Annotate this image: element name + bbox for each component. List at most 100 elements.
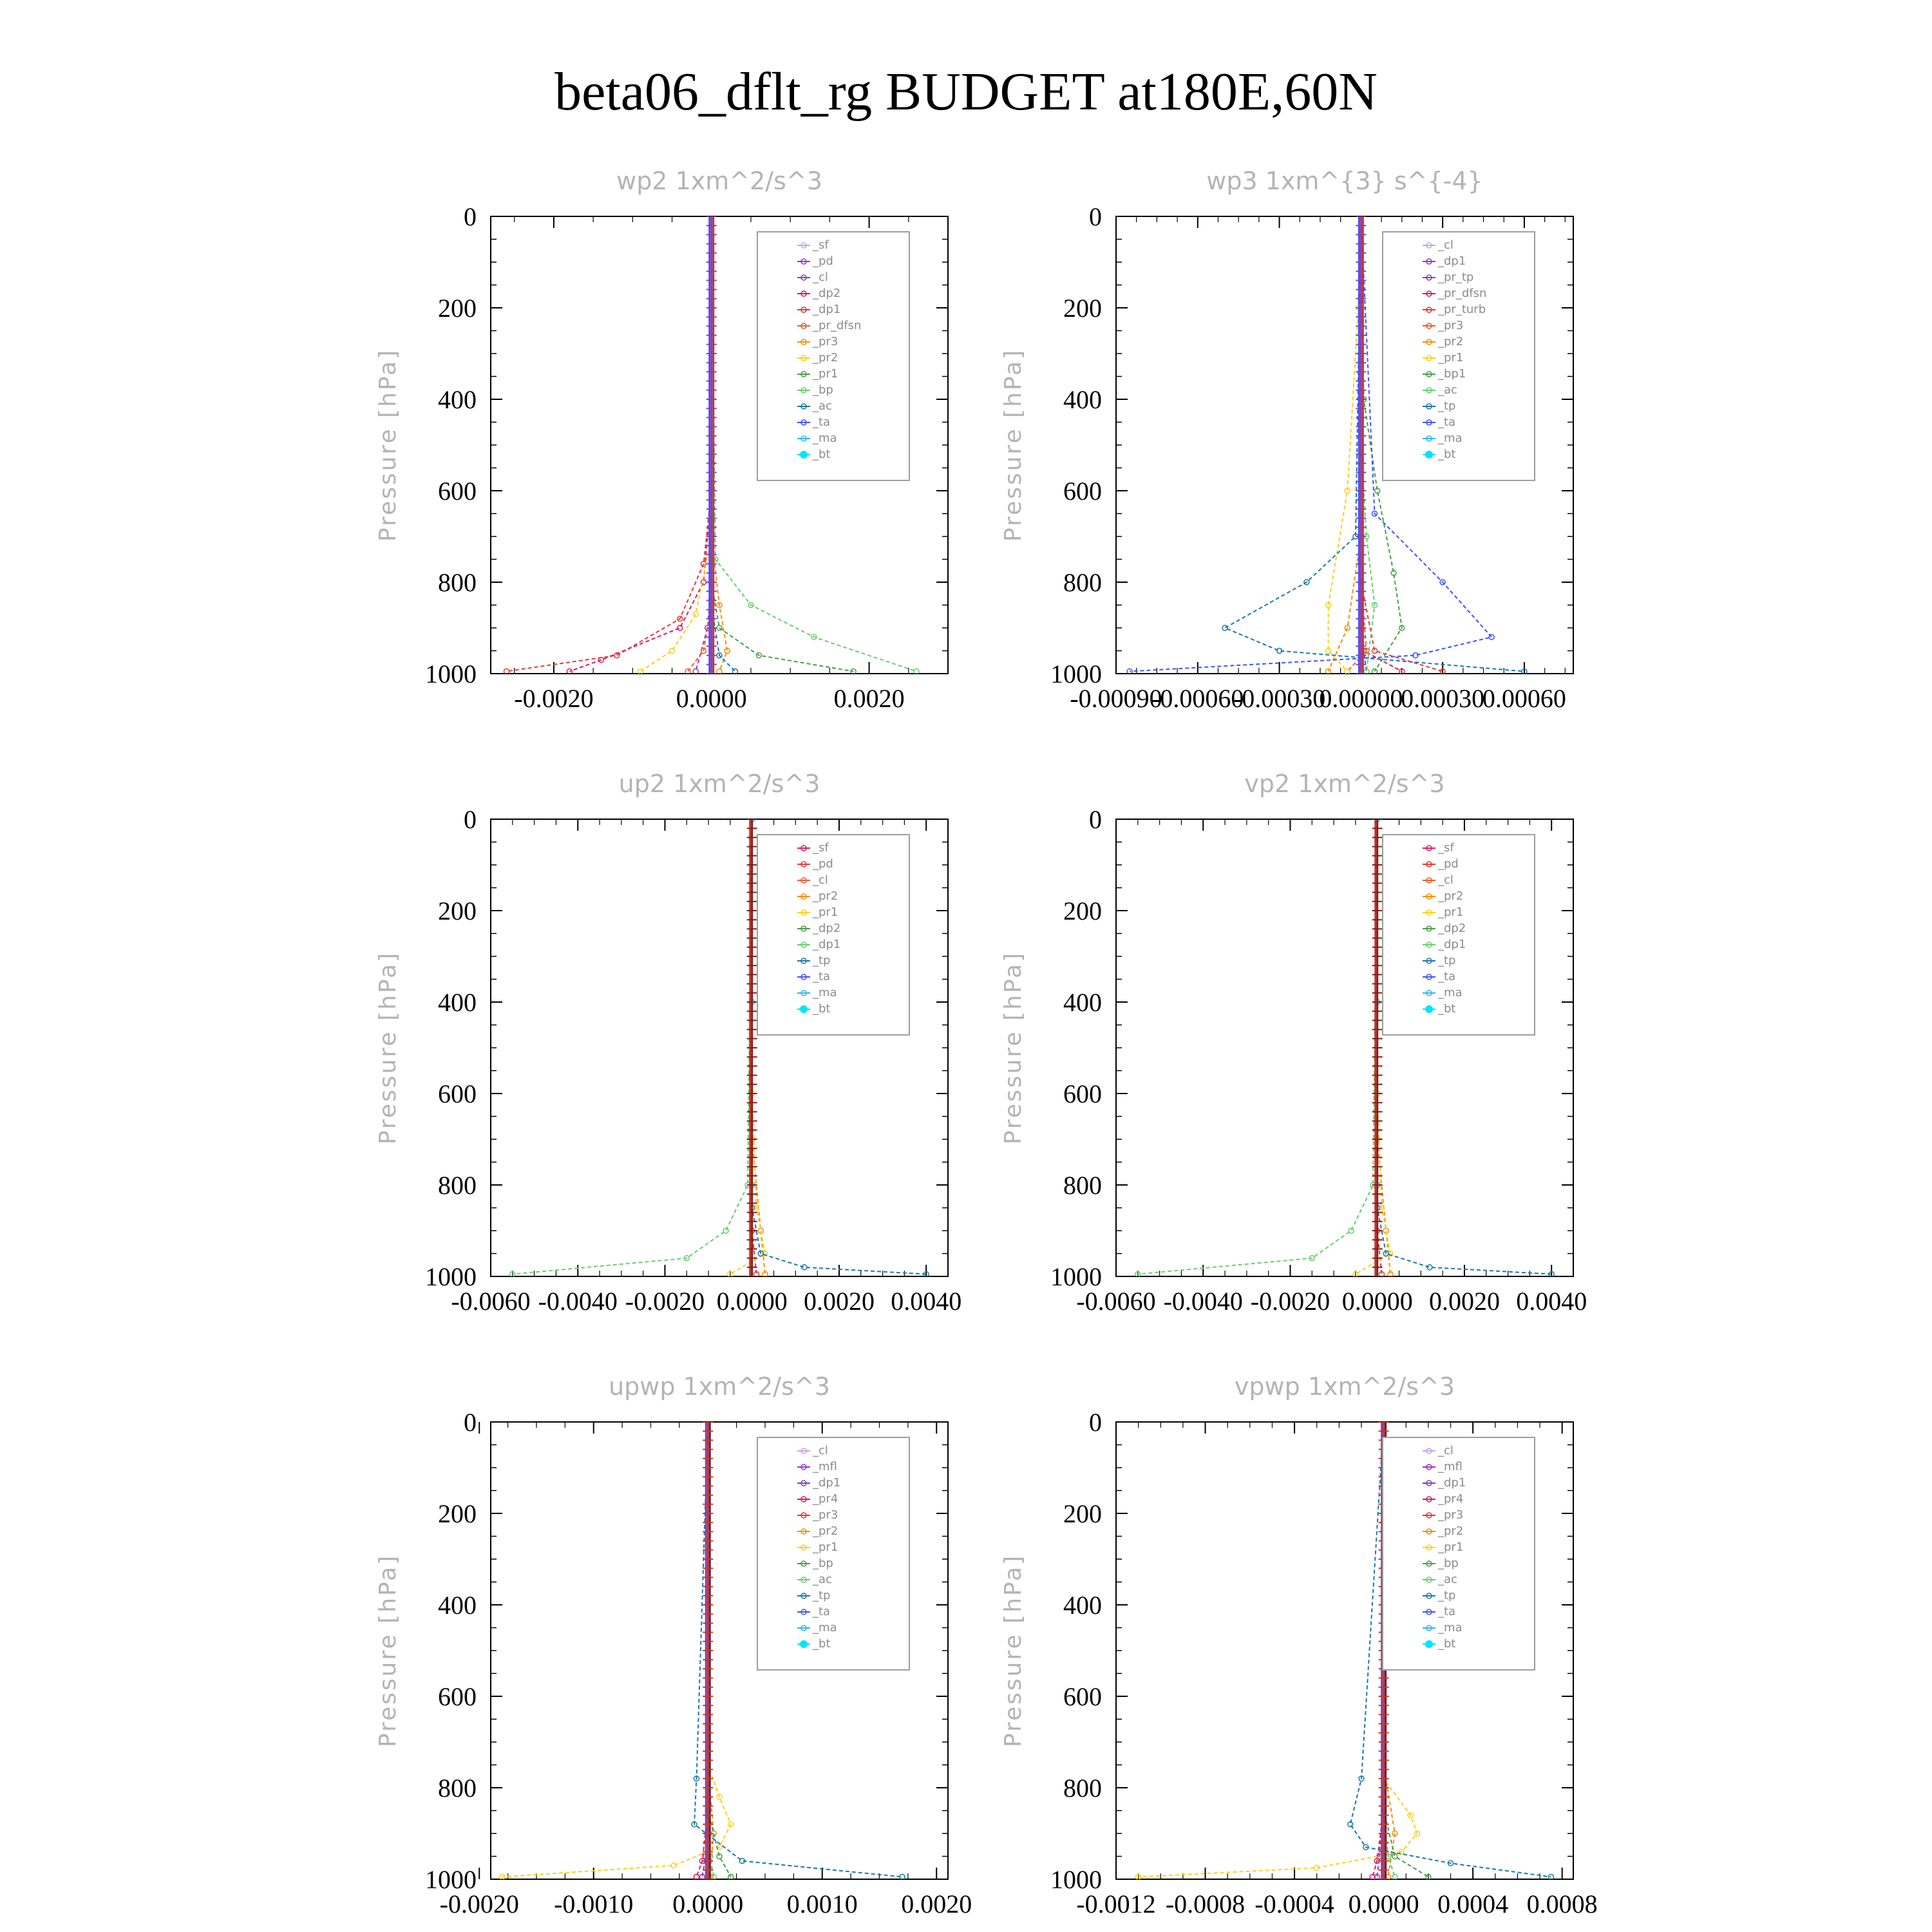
legend-marker [1426,877,1432,884]
series-point [693,1873,700,1879]
x-tick-label: 0.00060 [1482,684,1566,713]
legend-marker [800,845,807,851]
series-point [670,1862,677,1869]
y-axis-label: Pressure [hPa] [375,1554,401,1747]
series-point [716,668,723,674]
series-point [724,647,730,654]
legend-entry-pr1: _pr1 [1437,1540,1463,1554]
legend-marker [800,958,807,964]
y-axis-label: Pressure [hPa] [375,348,401,542]
x-tick-label: 0.0010 [787,1889,858,1918]
x-tick-label: -0.0020 [1251,1287,1330,1316]
series-point [1369,1873,1376,1879]
series-point [668,647,676,654]
series-point [700,647,707,654]
legend-marker [1426,1560,1432,1567]
legend-entry-bp1: _bp1 [1437,367,1466,381]
panel-2: wp3 1xm^{3} s^{-4} Pressure [hPa] 0 200 400 6… [1000,167,1574,713]
series-point [1325,647,1332,654]
series-point [728,1821,734,1828]
legend-marker [1426,958,1432,964]
y-axis-label: Pressure [hPa] [1000,1554,1027,1747]
legend-marker [1426,307,1432,313]
x-tick-label: -0.0040 [1164,1287,1243,1316]
series-point [1392,1830,1398,1837]
y-tick-label: 0 [464,202,477,231]
legend-marker [800,1005,808,1013]
series-point [716,625,723,631]
series-point [727,1271,734,1276]
series-point [1414,1830,1421,1837]
legend-entry-cl: _cl [1437,238,1454,252]
legend-marker [1426,371,1432,377]
y-tick-label: 400 [438,988,477,1017]
series-point [1425,1873,1432,1879]
legend-entry-pd: _pd [1437,857,1459,871]
legend-marker [800,451,808,459]
series-point [1309,1255,1316,1262]
series-point [700,579,707,585]
legend-marker [800,925,807,932]
legend-entry-ta: _ta [812,1605,830,1618]
legend-entry-pr4: _pr4 [1437,1492,1463,1506]
x-tick-label: 0.00030 [1401,684,1484,713]
series-point [1313,1864,1320,1871]
legend-marker [1426,1464,1432,1470]
series-line-dp2 [569,216,712,672]
series-group [1135,819,1555,1276]
series-point [1352,1271,1359,1276]
series-point [1347,1821,1354,1828]
y-tick-label: 1000 [1050,659,1102,688]
panel-4: vp2 1xm^2/s^3 Pressure [hPa] 0 200 400 600 800… [1000,770,1587,1316]
y-tick-label: 0 [1089,202,1102,231]
x-tick-label: 0.0020 [804,1287,875,1316]
legend-entry-pr_dfsn: _pr_dfsn [1437,287,1486,300]
series-point [1383,1250,1389,1257]
series-point [1399,625,1405,631]
series-point [699,1873,706,1879]
legend-marker [800,435,807,442]
legend-entry-dp1: _dp1 [1437,1476,1466,1490]
series-point [811,634,817,640]
series-point [1439,579,1446,585]
legend: _sf _pd _cl _pr2 _pr1 _dp2 _dp1 _tp _ta _ma _bt [757,834,910,1036]
legend-entry-cl: _cl [1437,1444,1454,1457]
legend-marker [800,403,807,410]
legend-entry-dp1: _dp1 [812,303,840,316]
legend-entry-dp1: _dp1 [812,1476,840,1490]
legend-entry-pd: _pd [812,857,833,871]
series-point [762,1250,768,1257]
legend-entry-pr1: _pr1 [1437,351,1463,365]
panel-title: vp2 1xm^2/s^3 [1244,770,1444,798]
legend-entry-sf: _sf [1437,841,1454,855]
legend-entry-pr_dfsn: _pr_dfsn [812,319,861,332]
series-point [1439,668,1446,674]
series-point [1325,668,1332,674]
legend-entry-pr2: _pr2 [1437,335,1463,348]
panel-6: vpwp 1xm^2/s^3 Pressure [hPa] 0 200 400 600 80… [1000,1372,1598,1918]
legend-entry-ma: _ma [1437,986,1463,999]
x-tick-label: 0.0008 [1527,1889,1598,1918]
legend-marker [800,942,807,948]
y-tick-label: 600 [438,477,477,506]
legend-entry-ma: _ma [812,986,837,999]
legend-marker [800,355,807,361]
series-line-tp [1223,216,1524,672]
legend-frame [757,231,910,481]
x-tick-label: 0.0020 [901,1889,972,1918]
series-line-bp1 [1360,216,1403,672]
x-tick-label: -0.00030 [1233,684,1325,713]
series-point [1374,1873,1380,1879]
series-point [1276,647,1283,654]
figure-title: beta06_dflt_rg BUDGET at180E,60N [554,62,1378,122]
legend-entry-cl: _cl [812,873,828,887]
y-tick-label: 0 [1089,805,1102,834]
legend-marker [1426,323,1432,329]
series-point [691,1821,697,1828]
series-point [1348,1227,1354,1234]
x-tick-label: 0.0000 [1349,1889,1419,1918]
y-tick-label: 800 [1063,568,1102,597]
series-point [499,1873,506,1879]
series-group [499,1422,905,1879]
series-line-pr2 [640,216,712,672]
